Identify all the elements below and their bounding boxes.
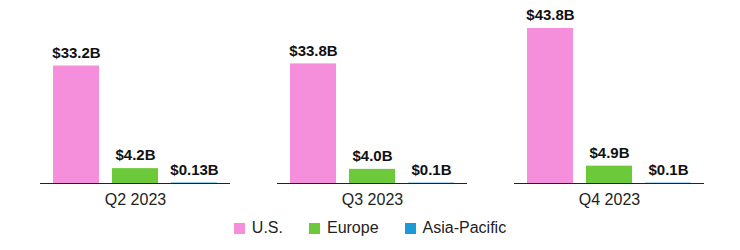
html-text:U.S.: U.S. [251,219,283,236]
svg-text:$33.8B: $33.8B [289,42,338,59]
svg-text:Q2 2023: Q2 2023 [105,191,166,208]
html-text:Europe: Europe [327,219,379,236]
svg-text:$0.13B: $0.13B [170,161,219,178]
svg-text:Q4 2023: Q4 2023 [579,191,640,208]
html-text:Asia-Pacific: Asia-Pacific [422,219,507,236]
svg-text:Q3 2023: Q3 2023 [342,191,403,208]
svg-text:$43.8B: $43.8B [526,6,575,23]
svg-text:$4.2B: $4.2B [115,146,155,163]
svg-text:$4.9B: $4.9B [589,144,629,161]
svg-text:$4.0B: $4.0B [352,147,392,164]
svg-text:$0.1B: $0.1B [648,161,688,178]
svg-text:$0.1B: $0.1B [411,161,451,178]
svg-text:$33.2B: $33.2B [52,44,101,61]
